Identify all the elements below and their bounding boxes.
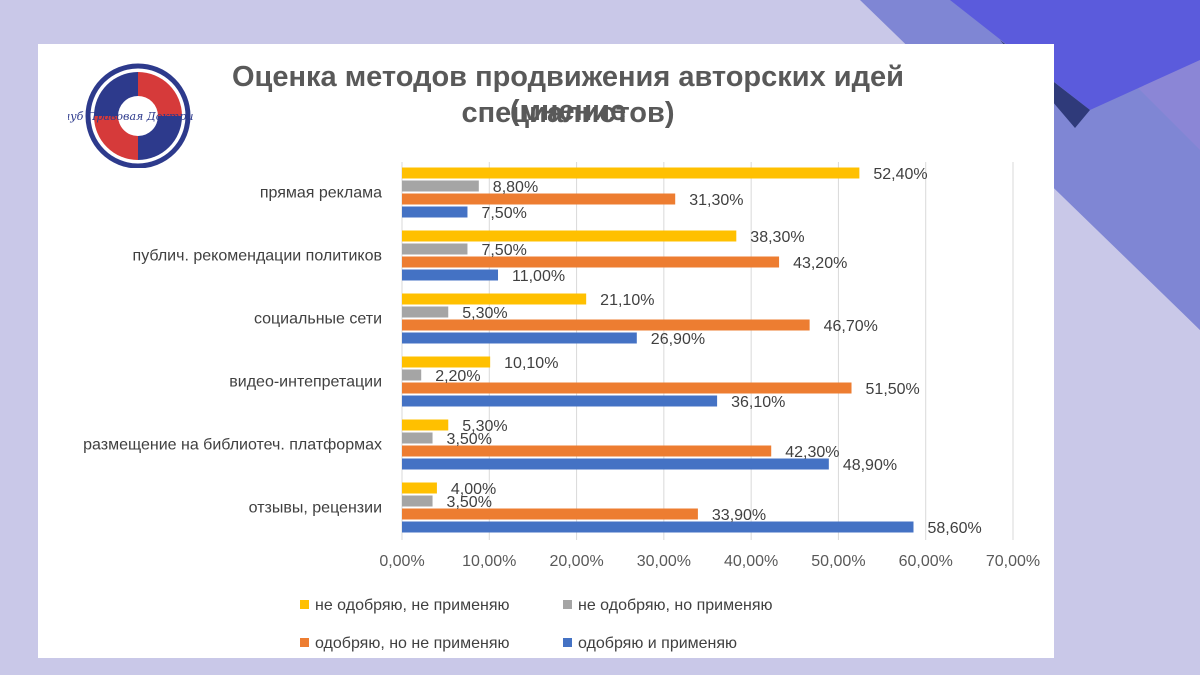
legend-swatch xyxy=(563,638,572,647)
data-label: 58,60% xyxy=(927,520,981,537)
data-label: 52,40% xyxy=(873,166,927,183)
data-label: 10,10% xyxy=(504,355,558,372)
category-label: отзывы, рецензии xyxy=(249,500,382,517)
legend-swatch xyxy=(563,600,572,609)
data-label: 5,30% xyxy=(462,418,507,435)
x-tick-label: 10,00% xyxy=(462,553,516,570)
data-label: 31,30% xyxy=(689,192,743,209)
bar-chart: 52,40% 8,80% 31,30% 7,50% 38,30% 7,50% 43,20% 1… xyxy=(83,162,1040,652)
bar xyxy=(402,395,718,407)
data-labels: 52,40% 8,80% 31,30% 7,50% 38,30% 7,50% 43,20% 1… xyxy=(435,166,982,537)
data-label: 3,50% xyxy=(447,431,492,448)
logo-center xyxy=(118,96,158,136)
legend-label: одобряю, но не применяю xyxy=(315,635,509,652)
data-label: 7,50% xyxy=(481,242,526,259)
data-label: 36,10% xyxy=(731,394,785,411)
logo-text: Клуб Правовая Доктрина xyxy=(68,110,194,123)
bar xyxy=(402,432,433,444)
data-label: 51,50% xyxy=(866,381,920,398)
bar xyxy=(402,193,676,205)
deco-triangle-blue xyxy=(950,0,1200,110)
data-label: 38,30% xyxy=(750,229,804,246)
category-label: прямая реклама xyxy=(260,185,382,202)
category-labels: прямая реклама публич. рекомендации полит… xyxy=(83,185,382,517)
data-label: 48,90% xyxy=(843,457,897,474)
data-label: 4,00% xyxy=(451,481,496,498)
bar xyxy=(402,458,829,470)
x-tick-label: 50,00% xyxy=(811,553,865,570)
data-label: 42,30% xyxy=(785,444,839,461)
bar xyxy=(402,206,468,218)
bar xyxy=(402,508,698,520)
bar xyxy=(402,306,449,318)
bar xyxy=(402,419,449,431)
legend-label: не одобряю, не применяю xyxy=(315,597,509,614)
category-label: публич. рекомендации политиков xyxy=(133,248,382,265)
bar xyxy=(402,167,860,179)
category-label: размещение на библиотеч. платформах xyxy=(83,437,382,454)
gridlines xyxy=(401,162,1014,540)
x-tick-labels: 0,00% 10,00% 20,00% 30,00% 40,00% 50,00% 60,00… xyxy=(379,553,1040,570)
bar xyxy=(402,256,780,268)
legend-label: не одобряю, но применяю xyxy=(578,597,772,614)
data-label: 11,00% xyxy=(512,268,565,285)
legend-swatch xyxy=(300,600,309,609)
chart-title-line-2: специалистов) xyxy=(461,97,675,129)
club-logo: Клуб Правовая Доктрина xyxy=(68,63,194,168)
bar xyxy=(402,180,479,192)
bar xyxy=(402,369,422,381)
data-label: 43,20% xyxy=(793,255,847,272)
data-label: 26,90% xyxy=(651,331,705,348)
bar xyxy=(402,293,587,305)
data-label: 3,50% xyxy=(447,494,492,511)
legend: не одобряю, не применяю не одобряю, но пр… xyxy=(300,597,772,652)
bar xyxy=(402,332,637,344)
x-tick-label: 0,00% xyxy=(379,553,424,570)
bar xyxy=(402,445,772,457)
x-tick-label: 60,00% xyxy=(899,553,953,570)
data-label: 8,80% xyxy=(493,179,538,196)
bar xyxy=(402,482,437,494)
data-label: 2,20% xyxy=(435,368,480,385)
bar xyxy=(402,382,852,394)
x-tick-label: 70,00% xyxy=(986,553,1040,570)
bar xyxy=(402,356,491,368)
bars xyxy=(402,167,914,533)
legend-swatch xyxy=(300,638,309,647)
data-label: 5,30% xyxy=(462,305,507,322)
bar xyxy=(402,269,499,281)
data-label: 7,50% xyxy=(481,205,526,222)
category-label: видео-интепретации xyxy=(229,374,382,391)
x-tick-label: 40,00% xyxy=(724,553,778,570)
bar xyxy=(402,230,737,242)
bar xyxy=(402,521,914,533)
category-label: социальные сети xyxy=(254,311,382,328)
bar xyxy=(402,495,433,507)
bar xyxy=(402,243,468,255)
x-tick-label: 30,00% xyxy=(637,553,691,570)
data-label: 33,90% xyxy=(712,507,766,524)
data-label: 46,70% xyxy=(824,318,878,335)
legend-label: одобряю и применяю xyxy=(578,635,737,652)
x-tick-label: 20,00% xyxy=(549,553,603,570)
chart-card: Клуб Правовая Доктрина Оценка методов пр… xyxy=(38,44,1054,658)
chart-title-line-1: Оценка методов продвижения авторских иде… xyxy=(231,61,904,127)
data-label: 21,10% xyxy=(600,292,654,309)
bar xyxy=(402,319,810,331)
